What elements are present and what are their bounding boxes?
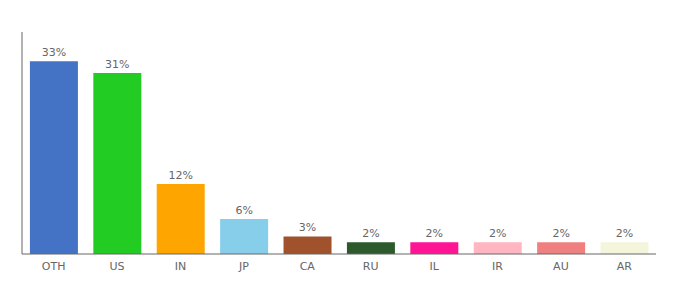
svg-text:2%: 2% (616, 227, 633, 240)
svg-text:OTH: OTH (42, 260, 66, 273)
svg-text:AR: AR (617, 260, 633, 273)
svg-text:AU: AU (553, 260, 569, 273)
svg-text:2%: 2% (362, 227, 379, 240)
svg-text:2%: 2% (489, 227, 506, 240)
svg-text:33%: 33% (42, 46, 66, 59)
svg-text:31%: 31% (105, 58, 129, 71)
svg-text:RU: RU (363, 260, 379, 273)
svg-text:IR: IR (492, 260, 503, 273)
svg-text:3%: 3% (299, 221, 316, 234)
svg-text:IL: IL (429, 260, 439, 273)
svg-text:CA: CA (300, 260, 316, 273)
svg-text:JP: JP (238, 260, 249, 273)
svg-text:US: US (110, 260, 125, 273)
svg-text:IN: IN (175, 260, 186, 273)
svg-text:6%: 6% (235, 204, 252, 217)
svg-text:12%: 12% (168, 169, 192, 182)
svg-text:2%: 2% (552, 227, 569, 240)
svg-text:2%: 2% (426, 227, 443, 240)
